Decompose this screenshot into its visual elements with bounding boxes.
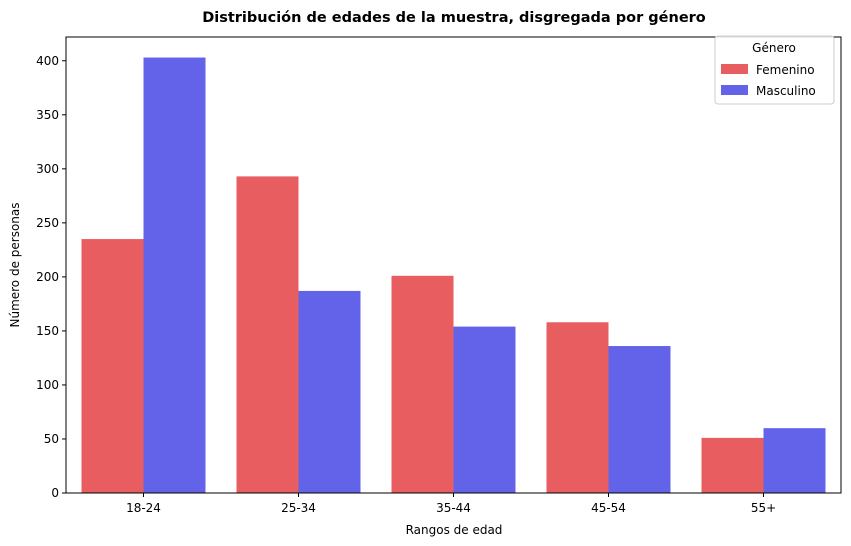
y-tick-label: 0 bbox=[51, 486, 59, 500]
y-axis-label: Número de personas bbox=[8, 202, 22, 327]
legend-swatch-masculino bbox=[721, 85, 748, 95]
x-tick-label: 25-34 bbox=[281, 501, 316, 515]
x-tick-label: 18-24 bbox=[126, 501, 161, 515]
bar-masculino-45-54 bbox=[608, 346, 671, 493]
y-tick-label: 300 bbox=[36, 162, 59, 176]
x-axis-label: Rangos de edad bbox=[406, 523, 503, 537]
bar-femenino-55+ bbox=[701, 437, 764, 493]
chart-title: Distribución de edades de la muestra, di… bbox=[202, 10, 706, 26]
bar-masculino-55+ bbox=[763, 428, 826, 493]
y-tick-label: 400 bbox=[36, 54, 59, 68]
y-tick-label: 200 bbox=[36, 270, 59, 284]
bar-masculino-35-44 bbox=[453, 326, 516, 493]
y-tick-label: 350 bbox=[36, 108, 59, 122]
y-tick-label: 50 bbox=[44, 432, 59, 446]
bars-group bbox=[81, 57, 826, 493]
legend-label-femenino: Femenino bbox=[756, 63, 815, 77]
legend-label-masculino: Masculino bbox=[756, 84, 816, 98]
bar-masculino-18-24 bbox=[143, 57, 206, 493]
bar-femenino-35-44 bbox=[391, 275, 454, 493]
bar-femenino-25-34 bbox=[236, 176, 299, 493]
bar-femenino-45-54 bbox=[546, 322, 609, 493]
bar-masculino-25-34 bbox=[298, 290, 361, 493]
legend: Género Femenino Masculino bbox=[714, 35, 835, 105]
x-axis: 18-24 25-34 35-44 45-54 55+ bbox=[126, 493, 776, 515]
legend-swatch-femenino bbox=[721, 64, 748, 74]
bar-femenino-18-24 bbox=[81, 239, 144, 493]
y-tick-label: 250 bbox=[36, 216, 59, 230]
y-tick-label: 100 bbox=[36, 378, 59, 392]
legend-title: Género bbox=[752, 41, 796, 55]
x-tick-label: 35-44 bbox=[436, 501, 471, 515]
y-tick-label: 150 bbox=[36, 324, 59, 338]
y-axis: 0 50 100 150 200 250 300 350 400 bbox=[36, 54, 66, 500]
x-tick-label: 45-54 bbox=[591, 501, 626, 515]
x-tick-label: 55+ bbox=[751, 501, 776, 515]
